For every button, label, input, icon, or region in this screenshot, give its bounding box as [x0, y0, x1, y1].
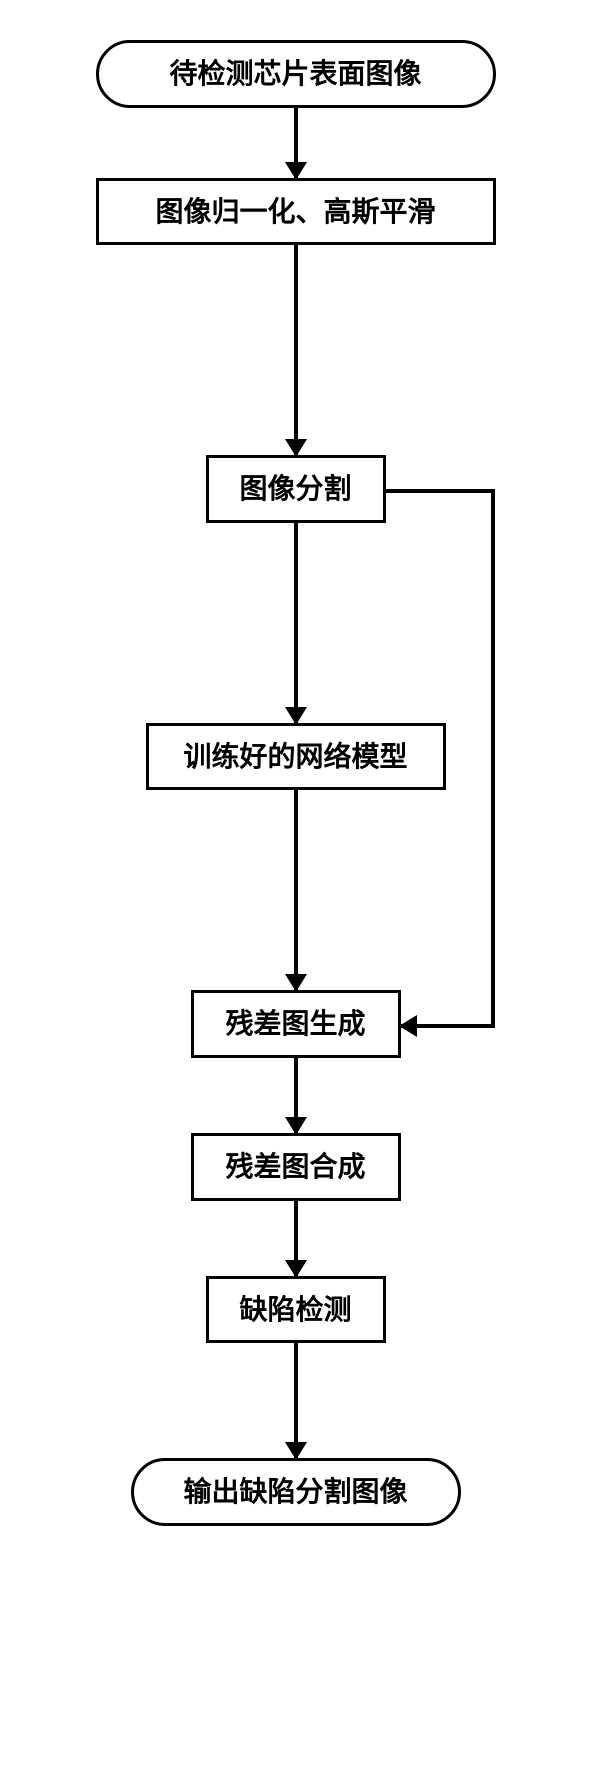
- node-segment: 图像分割: [206, 455, 386, 523]
- branch-segment-out: [386, 489, 491, 493]
- node-model: 训练好的网络模型: [146, 723, 446, 791]
- node-end: 输出缺陷分割图像: [131, 1458, 461, 1526]
- node-preprocess: 图像归一化、高斯平滑: [96, 178, 496, 246]
- node-start: 待检测芯片表面图像: [96, 40, 496, 108]
- arrow-preprocess-to-segment: [294, 245, 298, 455]
- arrow-segment-to-model: [294, 523, 298, 723]
- branch-segment-down: [491, 489, 495, 1028]
- arrow-residual_merge-to-defect_detect: [294, 1201, 298, 1276]
- arrow-model-to-residual_gen: [294, 790, 298, 990]
- node-residual_gen: 残差图生成: [191, 990, 401, 1058]
- arrow-start-to-preprocess: [294, 108, 298, 178]
- branch-arrowhead: [399, 1015, 417, 1037]
- node-residual_merge: 残差图合成: [191, 1133, 401, 1201]
- arrow-defect_detect-to-end: [294, 1343, 298, 1458]
- arrow-residual_gen-to-residual_merge: [294, 1058, 298, 1133]
- node-defect_detect: 缺陷检测: [206, 1276, 386, 1344]
